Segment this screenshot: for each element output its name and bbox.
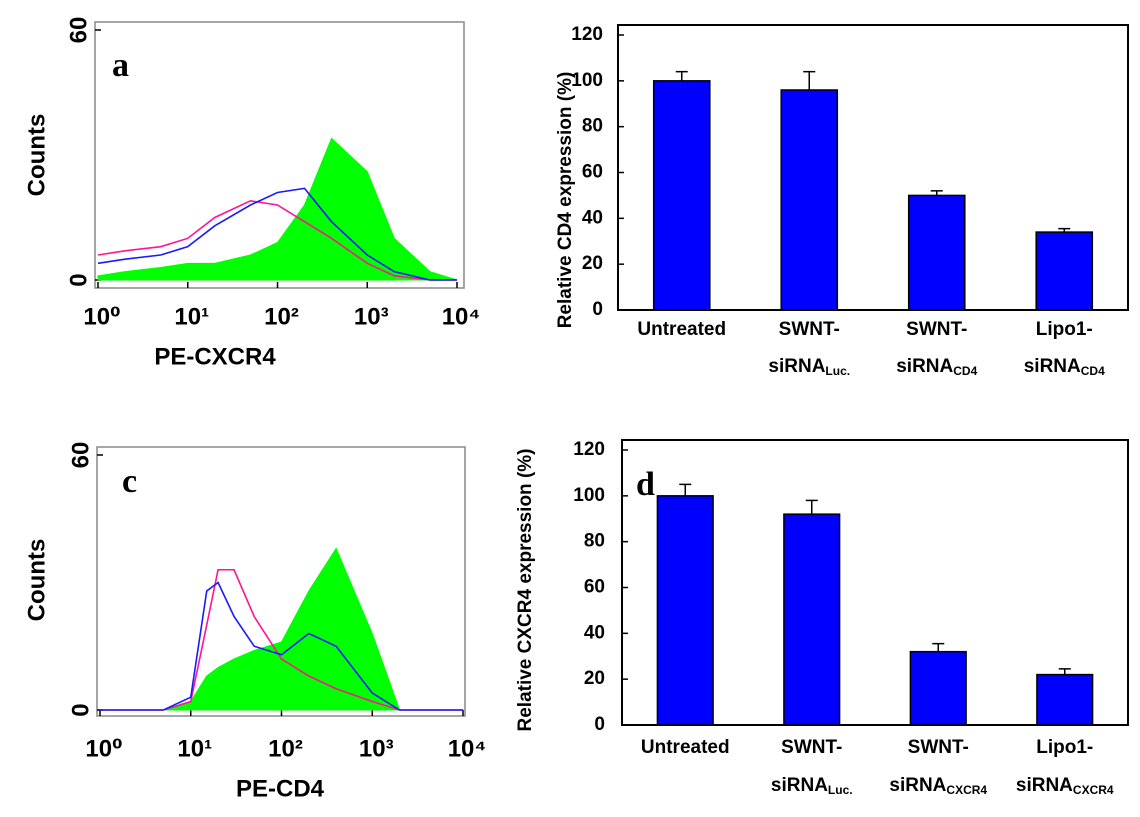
x-tick-label: Lipo1- xyxy=(1036,319,1093,340)
x-tick-label: 10² xyxy=(268,735,303,762)
x-tick-label: siRNACXCR4 xyxy=(889,775,987,797)
histogram-line xyxy=(97,187,457,281)
histogram-area xyxy=(97,137,458,281)
histogram-line xyxy=(100,581,463,711)
x-tick-label: 10² xyxy=(264,303,299,330)
x-tick-label: 10¹ xyxy=(177,735,212,762)
y-axis-label: Relative CXCR4 expression (%) xyxy=(515,449,536,732)
x-tick-label-subscript: CXCR4 xyxy=(1073,783,1114,797)
bar xyxy=(1036,673,1094,726)
y-tick-label: 20 xyxy=(584,668,605,689)
bar xyxy=(907,194,966,311)
y-tick-label: 80 xyxy=(582,116,603,137)
y-tick-label: 0 xyxy=(594,714,605,735)
y-tick-label: 0 xyxy=(65,273,92,286)
x-tick-label-subscript: CD4 xyxy=(953,364,977,378)
y-tick-label: 0 xyxy=(592,299,603,320)
y-tick-label: 60 xyxy=(67,442,94,469)
x-tick-label-subscript: CXCR4 xyxy=(946,783,987,797)
y-tick-label: 20 xyxy=(582,253,603,274)
x-tick-label: 10⁰ xyxy=(83,303,120,330)
x-axis-label: PE-CXCR4 xyxy=(154,343,276,370)
x-tick-label-part: siRNA xyxy=(889,775,946,796)
y-tick-label: 60 xyxy=(65,17,92,44)
bar xyxy=(656,495,714,726)
x-tick-label: siRNACD4 xyxy=(896,356,977,378)
y-tick-label: 60 xyxy=(582,162,603,183)
x-tick-label: 10⁴ xyxy=(442,303,481,330)
x-tick-label: SWNT- xyxy=(781,737,842,758)
x-tick-label: siRNACD4 xyxy=(1024,356,1105,378)
x-tick-label-part: siRNA xyxy=(771,775,828,796)
x-tick-label: Untreated xyxy=(637,319,726,340)
y-axis-label: Counts xyxy=(23,114,50,197)
panel-letter: c xyxy=(122,463,137,500)
x-tick-label-part: siRNA xyxy=(896,356,953,377)
panel-letter: a xyxy=(112,47,129,84)
x-tick-label: SWNT- xyxy=(906,319,967,340)
x-tick-label: siRNALuc. xyxy=(768,356,850,378)
y-axis-label: Counts xyxy=(23,539,50,622)
y-tick-label: 60 xyxy=(584,577,605,598)
bar xyxy=(783,513,841,726)
plot-frame xyxy=(617,24,1129,311)
x-tick-label: SWNT- xyxy=(779,319,840,340)
x-tick-label: 10³ xyxy=(359,735,394,762)
plot-frame xyxy=(621,439,1129,726)
bar xyxy=(909,650,967,726)
y-tick-label: 100 xyxy=(571,70,603,91)
histogram-line xyxy=(97,200,457,281)
x-tick-label: Lipo1- xyxy=(1036,737,1093,758)
y-tick-label: 120 xyxy=(571,24,603,45)
x-axis-label: PE-CD4 xyxy=(236,775,325,802)
x-tick-label-subscript: CD4 xyxy=(1081,364,1105,378)
x-tick-label-part: siRNA xyxy=(768,356,825,377)
bar xyxy=(1035,231,1094,311)
y-tick-label: 40 xyxy=(584,622,605,643)
x-tick-label: 10⁰ xyxy=(85,735,122,762)
y-axis-label: Relative CD4 expression (%) xyxy=(555,72,576,329)
x-tick-label: 10³ xyxy=(354,303,389,330)
x-tick-label-subscript: Luc. xyxy=(828,783,853,797)
x-tick-label: 10⁴ xyxy=(448,735,487,762)
y-tick-label: 100 xyxy=(573,485,605,506)
x-tick-label: Untreated xyxy=(641,737,730,758)
x-tick-label: siRNACXCR4 xyxy=(1016,775,1114,797)
x-tick-label-part: siRNA xyxy=(1024,356,1081,377)
y-tick-label: 120 xyxy=(573,439,605,460)
panel-letter: d xyxy=(636,466,655,503)
plot-frame xyxy=(94,21,465,289)
y-tick-label: 40 xyxy=(582,207,603,228)
x-tick-label-part: siRNA xyxy=(1016,775,1073,796)
histogram-area xyxy=(100,547,463,711)
x-tick-label: siRNALuc. xyxy=(771,775,853,797)
y-tick-label: 0 xyxy=(67,703,94,716)
y-tick-label: 80 xyxy=(584,531,605,552)
x-tick-label-subscript: Luc. xyxy=(825,364,850,378)
x-tick-label: 10¹ xyxy=(174,303,209,330)
histogram-line xyxy=(100,568,463,711)
x-tick-label: SWNT- xyxy=(908,737,969,758)
bar xyxy=(780,89,839,311)
bar xyxy=(652,80,711,311)
